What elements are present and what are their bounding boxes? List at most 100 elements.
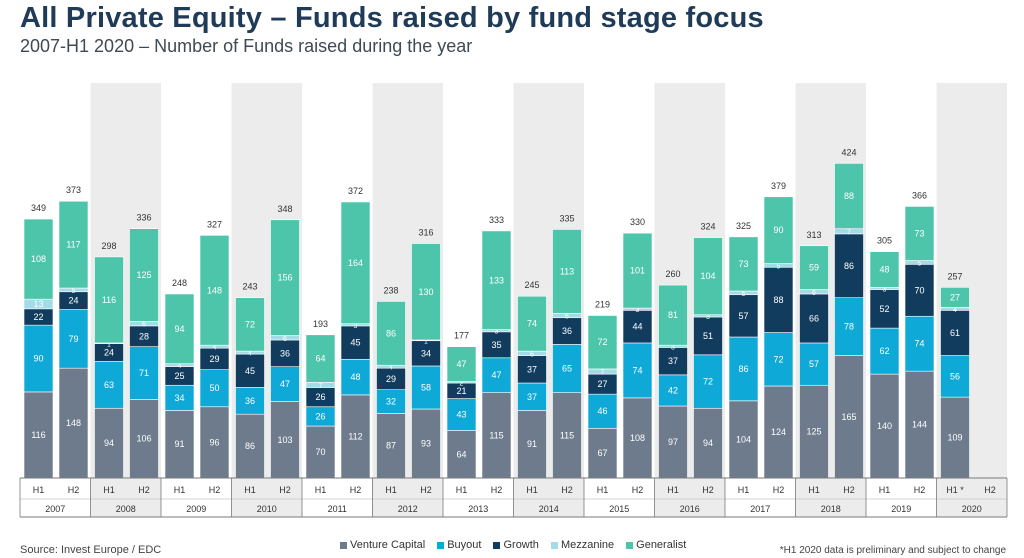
bar-segment-buyout [94, 361, 124, 409]
bar-segment-venture-capital [622, 397, 653, 479]
data-label: 165 [841, 412, 856, 422]
data-label: 7 [319, 383, 323, 390]
data-label: 61 [950, 328, 960, 338]
bar-segment-venture-capital [23, 391, 54, 479]
bar-segment-buyout [446, 398, 477, 431]
data-label: 7 [847, 229, 851, 236]
data-label: 4 [213, 345, 217, 352]
data-label: 36 [280, 348, 290, 358]
year-label: 2014 [539, 504, 559, 514]
x-tick-label: H2 [138, 485, 150, 495]
data-label: 6 [142, 322, 146, 329]
data-label: 4 [389, 365, 393, 372]
data-label: 45 [350, 338, 360, 348]
data-label: 94 [174, 324, 184, 334]
x-tick-label: H1 [315, 485, 327, 495]
data-label: 24 [68, 296, 78, 306]
data-label: 113 [560, 266, 574, 276]
bar-segment-generalist [728, 236, 759, 292]
data-label: 64 [315, 354, 325, 364]
total-label: 379 [771, 181, 786, 191]
data-label: 4 [953, 307, 957, 314]
data-label: 5 [742, 291, 746, 298]
total-label: 260 [665, 269, 680, 279]
bar-segment-buyout [164, 384, 195, 411]
x-tick-label: H2 [279, 485, 291, 495]
bar-segment-venture-capital [129, 399, 159, 479]
x-tick-label: H2 [632, 485, 644, 495]
data-label: 88 [844, 191, 854, 201]
x-tick-label: H2 [773, 485, 785, 495]
bar-segment-buyout [658, 374, 688, 407]
bar-segment-buyout [517, 382, 547, 411]
x-tick-label: H2 [209, 485, 221, 495]
data-label: 156 [277, 273, 292, 283]
bar-segment-venture-capital [763, 385, 794, 479]
bar-segment-generalist [763, 196, 794, 264]
data-label: 5 [777, 263, 781, 270]
data-label: 81 [668, 310, 678, 320]
data-label: 148 [207, 285, 222, 295]
bar-segment-venture-capital [517, 410, 547, 479]
data-label: 78 [844, 322, 854, 332]
data-label: 108 [630, 433, 645, 443]
bar-segment-buyout [340, 358, 371, 396]
data-label: 72 [703, 377, 713, 387]
total-label: 193 [313, 319, 328, 329]
bar-segment-buyout [129, 346, 159, 400]
data-label: 88 [773, 295, 783, 305]
data-label: 86 [738, 364, 748, 374]
data-label: 140 [877, 421, 892, 431]
bar-segment-generalist [940, 287, 970, 308]
bar-segment-generalist [587, 315, 618, 370]
total-label: 177 [454, 331, 469, 341]
data-label: 116 [31, 430, 45, 440]
data-label: 74 [914, 339, 924, 349]
data-label: 148 [66, 418, 81, 428]
data-label: 6 [565, 314, 569, 321]
data-label: 26 [315, 392, 325, 402]
year-label: 2019 [891, 504, 911, 514]
data-label: 35 [491, 340, 501, 350]
data-label: 29 [209, 354, 219, 364]
bar-segment-venture-capital [199, 406, 230, 479]
data-label: 5 [72, 288, 76, 295]
total-label: 349 [31, 203, 46, 213]
data-label: 36 [245, 396, 255, 406]
x-tick-label: H1 [456, 485, 468, 495]
bar-segment-venture-capital [904, 370, 935, 479]
bar-segment-growth [622, 310, 653, 344]
data-label: 72 [773, 354, 783, 364]
data-label: 101 [630, 266, 645, 276]
bar-segment-generalist [129, 228, 159, 322]
data-label: 112 [348, 431, 362, 441]
legend-item: Mezzanine [550, 539, 614, 551]
data-label: 74 [632, 365, 642, 375]
bar-segment-venture-capital [658, 405, 688, 479]
data-label: 115 [560, 430, 574, 440]
data-label: 50 [209, 383, 219, 393]
bar-segment-generalist [199, 235, 230, 346]
legend-label: Venture Capital [350, 539, 426, 551]
bar-segment-buyout [23, 324, 54, 393]
data-label: 24 [104, 348, 114, 358]
data-label: 144 [912, 420, 927, 430]
bar-segment-venture-capital [728, 400, 759, 479]
page-subtitle: 2007-H1 2020 – Number of Funds raised du… [20, 36, 473, 56]
bar-segment-buyout [411, 365, 441, 410]
data-label: 48 [350, 372, 360, 382]
bar-segment-venture-capital [799, 384, 829, 479]
x-tick-label: H1 * [946, 485, 964, 495]
bar-segment-generalist [340, 201, 371, 324]
bar-segment-growth [481, 331, 512, 359]
total-label: 305 [877, 236, 892, 246]
data-label: 64 [456, 449, 466, 459]
legend-item: Venture Capital [340, 539, 425, 551]
x-tick-label: H1 [33, 485, 45, 495]
total-label: 238 [383, 285, 398, 295]
data-label: 3 [354, 323, 358, 330]
data-label: 3 [636, 307, 640, 314]
data-label: 94 [104, 438, 114, 448]
data-label: 74 [527, 319, 537, 329]
